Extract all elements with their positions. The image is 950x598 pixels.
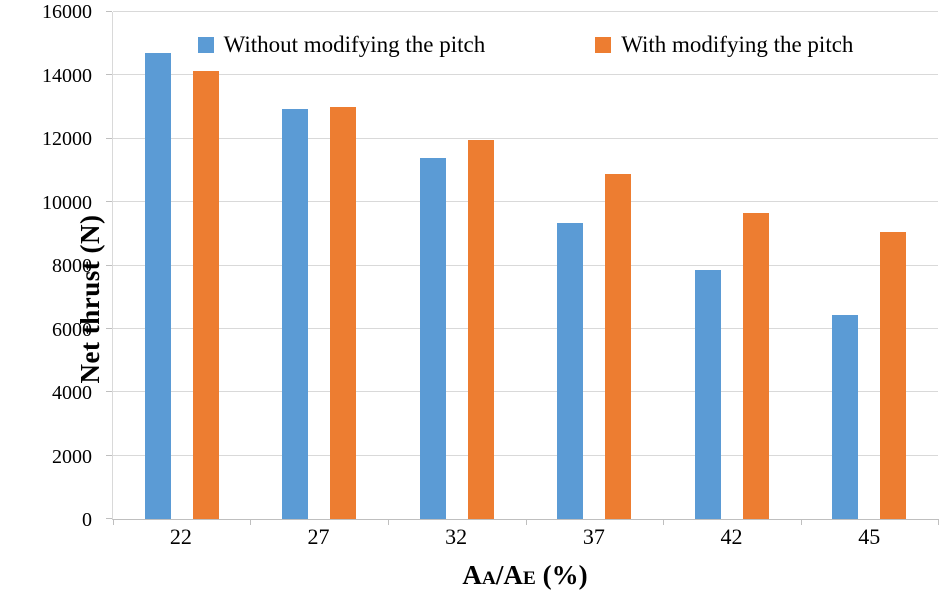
x-axis-title-part: /A — [495, 560, 523, 590]
bar-group-42 — [663, 12, 801, 519]
y-tick-label: 2000 — [52, 445, 92, 468]
x-tick-label: 27 — [307, 524, 330, 549]
x-tick-mark — [938, 519, 939, 525]
plot-area: Without modifying the pitch With modifyin… — [106, 11, 939, 525]
x-tick-label: 42 — [720, 524, 743, 549]
bar-group-45 — [801, 12, 939, 519]
y-tick-mark — [106, 74, 112, 76]
gridline — [113, 327, 938, 329]
gridline — [113, 391, 938, 393]
bar-group-27 — [251, 12, 389, 519]
bars-container — [113, 12, 938, 519]
bar-45-with-modifying-the-pitch — [880, 232, 907, 519]
gridline — [113, 137, 938, 139]
bar-22-without-modifying-the-pitch — [144, 53, 171, 519]
y-tick-label: 8000 — [52, 255, 92, 277]
x-tick-label: 22 — [169, 524, 192, 549]
bar-32-without-modifying-the-pitch — [419, 157, 446, 519]
y-tick-label: 10000 — [42, 191, 92, 214]
bar-37-without-modifying-the-pitch — [557, 222, 584, 519]
x-tick-label: 37 — [582, 524, 605, 549]
bar-group-32 — [388, 12, 526, 519]
bar-45-without-modifying-the-pitch — [832, 314, 859, 519]
y-tick-label: 14000 — [42, 64, 92, 87]
x-tick-labels: 22 27 32 37 42 45 — [112, 524, 938, 552]
gridline — [113, 264, 938, 266]
y-tick-mark — [106, 518, 112, 519]
y-tick-mark — [106, 264, 112, 266]
y-tick-label: 6000 — [52, 318, 92, 341]
x-tick-label: 32 — [445, 524, 468, 549]
y-tick-mark — [106, 327, 112, 329]
y-tick-labels: 0 2000 4000 6000 8000 10000 12000 14000 16000 — [0, 2, 104, 530]
bar-group-37 — [526, 12, 664, 519]
y-tick-label: 4000 — [52, 382, 92, 404]
y-tick-mark — [106, 11, 112, 12]
x-tick-label: 45 — [858, 524, 881, 549]
x-tick-mark — [525, 519, 527, 525]
bar-22-with-modifying-the-pitch — [192, 70, 219, 519]
bar-group-22 — [113, 12, 251, 519]
x-tick-mark — [387, 519, 389, 525]
x-tick-mark — [113, 519, 114, 525]
y-tick-mark — [106, 137, 112, 139]
bar-37-with-modifying-the-pitch — [605, 173, 632, 519]
gridline — [113, 454, 938, 456]
x-axis-title-part: A — [462, 560, 482, 590]
y-tick-mark — [106, 454, 112, 456]
y-tick-mark — [106, 201, 112, 203]
bar-27-without-modifying-the-pitch — [282, 108, 309, 519]
y-tick-label: 16000 — [42, 1, 92, 23]
y-tick-label: 0 — [82, 509, 92, 531]
gridline — [113, 201, 938, 203]
x-axis-title: AA/AE (%) — [112, 558, 938, 592]
y-tick-label: 12000 — [42, 128, 92, 150]
x-axis-title-part: (%) — [535, 560, 588, 590]
gridline — [113, 74, 938, 76]
gridline — [113, 11, 938, 12]
x-axis-title-subscript: A — [481, 568, 496, 589]
bar-32-with-modifying-the-pitch — [467, 140, 494, 519]
x-tick-mark — [662, 519, 664, 525]
x-tick-mark — [250, 519, 252, 525]
bar-42-without-modifying-the-pitch — [694, 270, 721, 519]
y-tick-mark — [106, 391, 112, 393]
bar-27-with-modifying-the-pitch — [330, 107, 357, 519]
x-axis-title-subscript: E — [522, 568, 536, 589]
x-tick-mark — [800, 519, 802, 525]
bar-42-with-modifying-the-pitch — [742, 213, 769, 519]
